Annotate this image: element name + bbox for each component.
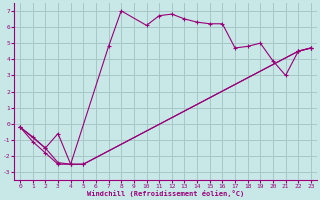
X-axis label: Windchill (Refroidissement éolien,°C): Windchill (Refroidissement éolien,°C) [87,190,244,197]
